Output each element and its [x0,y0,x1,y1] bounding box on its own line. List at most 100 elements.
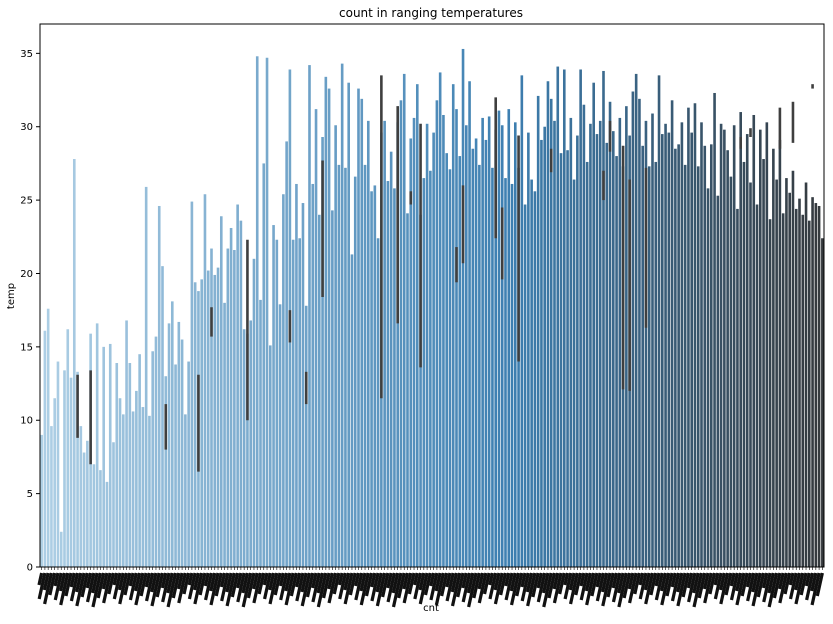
bar [762,159,765,567]
y-tick-label: 30 [20,122,33,133]
x-tick-label [53,572,60,587]
x-tick-label [531,572,540,598]
bar [213,274,217,567]
x-tick-label [370,572,380,602]
x-tick-label [729,572,739,601]
bar [742,161,746,567]
y-tick-label: 0 [27,563,33,574]
x-tick-label [445,572,455,602]
x-tick-label [187,572,197,600]
bar [206,270,210,567]
bar [321,137,324,567]
x-tick-label [466,572,475,594]
bar [814,203,818,568]
bar [716,195,720,567]
y-tick-label: 5 [27,489,33,500]
bar [308,65,311,567]
x-tick-label [102,572,112,604]
x-tick-label [579,572,589,601]
bar [546,81,550,568]
x-tick-label [445,572,452,588]
bar [105,481,109,567]
bar [625,106,628,568]
bar [569,117,573,568]
bar [370,191,373,568]
x-tick-label [144,572,155,602]
bar [259,299,262,567]
x-tick-label [499,572,508,596]
bar [687,107,690,568]
bar [504,178,507,567]
x-tick-label [161,572,171,603]
bar [347,82,350,567]
bar [683,164,687,567]
bar [807,220,811,567]
bar [148,415,151,567]
bar [696,166,700,567]
x-tick-label [805,572,815,601]
x-tick-label [611,572,619,589]
x-tick-label [225,572,236,607]
bar [693,103,697,567]
bar [582,104,586,567]
x-tick-label [262,572,269,586]
bar [458,156,462,567]
x-tick-label [729,572,736,587]
bar [272,225,275,567]
bar [193,282,197,567]
x-tick-label [375,572,387,607]
x-tick-label [606,572,615,598]
bar [484,139,488,567]
x-tick-label [343,572,351,591]
bar [481,117,484,568]
bar [585,161,589,567]
x-tick-label [117,572,125,591]
bar [50,426,53,567]
x-tick-label [203,572,210,587]
x-tick-label [702,572,710,590]
bar [598,120,602,568]
bar [706,188,710,567]
x-tick-label [359,572,370,606]
x-tick-label [440,572,449,597]
bar [749,182,752,567]
x-tick-label [96,572,106,599]
bar [252,258,256,567]
bar [125,320,128,567]
bar [478,164,481,567]
x-tick-label [601,572,612,607]
x-tick-label [628,572,638,604]
x-tick-label [429,572,439,601]
x-tick-label [697,572,707,599]
x-tick-label [279,572,289,601]
x-tick-label [284,572,292,592]
x-tick-label [692,572,700,594]
bar [242,329,246,567]
x-tick-label [719,572,730,605]
bar [507,109,511,568]
bar [576,135,579,568]
x-tick-label [654,572,664,601]
x-tick-label [762,572,772,603]
x-tick-label [91,572,99,594]
x-tick-label [187,572,194,586]
x-tick-label [386,572,396,603]
x-tick-label [692,572,704,608]
x-tick-label [552,572,560,590]
bar [82,452,86,567]
bar [298,238,301,567]
x-tick-label [745,572,753,588]
bar [513,122,517,567]
x-tick-label [37,572,44,586]
bar [210,248,213,568]
bar [226,248,230,568]
x-tick-label [676,572,687,607]
bar [357,88,360,567]
bar [164,376,168,567]
x-tick-label [756,572,766,598]
x-tick-label [504,572,514,601]
x-tick-label [37,572,47,600]
bar [644,120,648,568]
x-tick-label [536,572,543,589]
